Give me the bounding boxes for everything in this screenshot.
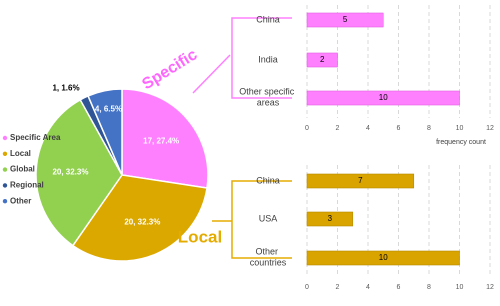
- pie-value-label: 20, 32.3%: [52, 167, 88, 176]
- x-tick-label: 0: [305, 284, 309, 291]
- bar: [306, 90, 460, 106]
- y-tick-label: China: [256, 175, 280, 185]
- legend-label: Local: [10, 149, 31, 158]
- bar-value-label: 2: [320, 55, 325, 64]
- legend-swatch: [2, 199, 8, 204]
- pie-slice: [87, 88, 123, 176]
- legend-swatch: [2, 151, 8, 156]
- bar: [306, 52, 338, 68]
- y-tick-label: Other countries: [250, 247, 287, 268]
- bracket: [231, 17, 292, 99]
- pie-value-label: 4, 6.5%: [95, 104, 122, 113]
- x-tick-label: 2: [336, 284, 340, 291]
- bracket: [231, 180, 292, 259]
- x-tick-label: 10: [456, 125, 464, 132]
- x-tick-label: 8: [427, 284, 431, 291]
- x-tick-label: 12: [486, 125, 494, 132]
- y-tick-label: Other specific areas: [239, 87, 297, 108]
- annotation: Local: [178, 227, 222, 246]
- bar-value-label: 5: [343, 15, 348, 24]
- x-tick-label: 2: [336, 125, 340, 132]
- bar-value-label: 3: [328, 214, 333, 223]
- pie-value-label: 20, 32.3%: [124, 218, 160, 227]
- legend-label: Specific Area: [10, 133, 61, 142]
- x-axis-label: frequency count: [436, 139, 486, 146]
- pie-slice: [71, 174, 208, 262]
- bar: [306, 12, 384, 28]
- x-tick-label: 0: [305, 125, 309, 132]
- legend-swatch: [2, 167, 8, 172]
- legend-label: Other: [10, 196, 31, 205]
- bar-value-label: 10: [379, 253, 388, 262]
- pie-slice: [35, 98, 123, 247]
- annotation: Specific: [139, 46, 200, 93]
- x-tick-label: 6: [397, 284, 401, 291]
- legend-label: Regional: [10, 181, 44, 190]
- pie-slice: [121, 88, 209, 189]
- x-tick-label: 12: [486, 284, 494, 291]
- bar-value-label: 10: [379, 93, 388, 102]
- connectors: [192, 17, 292, 259]
- y-tick-label: USA: [259, 213, 278, 223]
- pie-value-label: 1, 1.6%: [52, 84, 79, 93]
- bar: [306, 211, 354, 227]
- x-tick-label: 4: [366, 284, 370, 291]
- x-tick-label: 10: [456, 284, 464, 291]
- y-tick-label: China: [256, 14, 280, 24]
- legend-label: Global: [10, 165, 35, 174]
- bar: [306, 173, 415, 189]
- x-tick-label: 6: [397, 125, 401, 132]
- x-tick-label: 4: [366, 125, 370, 132]
- y-tick-label: India: [258, 54, 278, 64]
- bar-value-label: 7: [358, 176, 363, 185]
- bar: [306, 250, 460, 266]
- legend-swatch: [2, 183, 8, 188]
- connector: [192, 54, 231, 94]
- x-tick-label: 8: [427, 125, 431, 132]
- pie-value-label: 17, 27.4%: [143, 136, 179, 145]
- legend-swatch: [2, 135, 8, 141]
